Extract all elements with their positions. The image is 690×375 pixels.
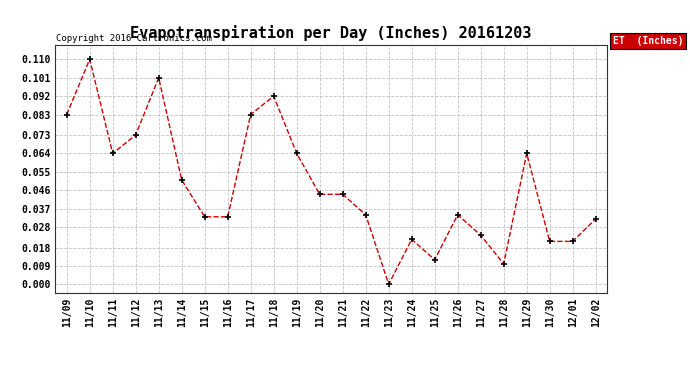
Text: ET  (Inches): ET (Inches) [613, 36, 683, 46]
Title: Evapotranspiration per Day (Inches) 20161203: Evapotranspiration per Day (Inches) 2016… [130, 25, 532, 41]
Text: Copyright 2016 Cartronics.com: Copyright 2016 Cartronics.com [56, 33, 212, 42]
